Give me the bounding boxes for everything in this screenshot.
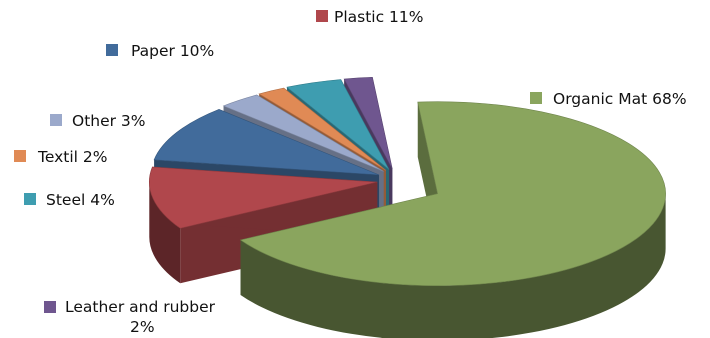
slice-other-top: [222, 94, 384, 172]
organic-mat-label: Organic Mat 68%: [553, 90, 687, 108]
plastic-label: Plastic 11%: [334, 8, 424, 26]
pie-slices: [148, 77, 666, 338]
steel-legend-swatch: [24, 193, 36, 205]
other-label: Other 3%: [72, 112, 146, 130]
textil-legend-swatch: [14, 150, 26, 162]
slice-organic-mat-rim-0: [240, 193, 666, 338]
slice-organic-mat: [239, 101, 666, 338]
organic-mat-legend-swatch: [530, 92, 542, 104]
slice-labels: Plastic 11% Paper 10% Organic Mat 68% Ot…: [14, 8, 687, 336]
paper-label: Paper 10%: [131, 42, 214, 60]
steel-label: Steel 4%: [46, 191, 115, 209]
leather-rubber-label-line2: 2%: [130, 318, 155, 336]
paper-legend-swatch: [106, 44, 118, 56]
slice-paper-top: [153, 109, 380, 176]
slice-leather-and-rubber-top: [343, 77, 393, 170]
slice-organic-mat-top: [239, 101, 666, 286]
slice-plastic-rim-0: [149, 182, 181, 284]
other-legend-swatch: [50, 114, 62, 126]
plastic-legend-swatch: [316, 10, 328, 22]
slice-textil-top: [258, 87, 387, 171]
leather-rubber-label-line1: Leather and rubber: [65, 298, 216, 316]
textil-label: Textil 2%: [37, 148, 107, 166]
slice-steel-top: [286, 79, 390, 170]
leather-rubber-legend-swatch: [44, 301, 56, 313]
slice-plastic-top: [148, 166, 378, 229]
